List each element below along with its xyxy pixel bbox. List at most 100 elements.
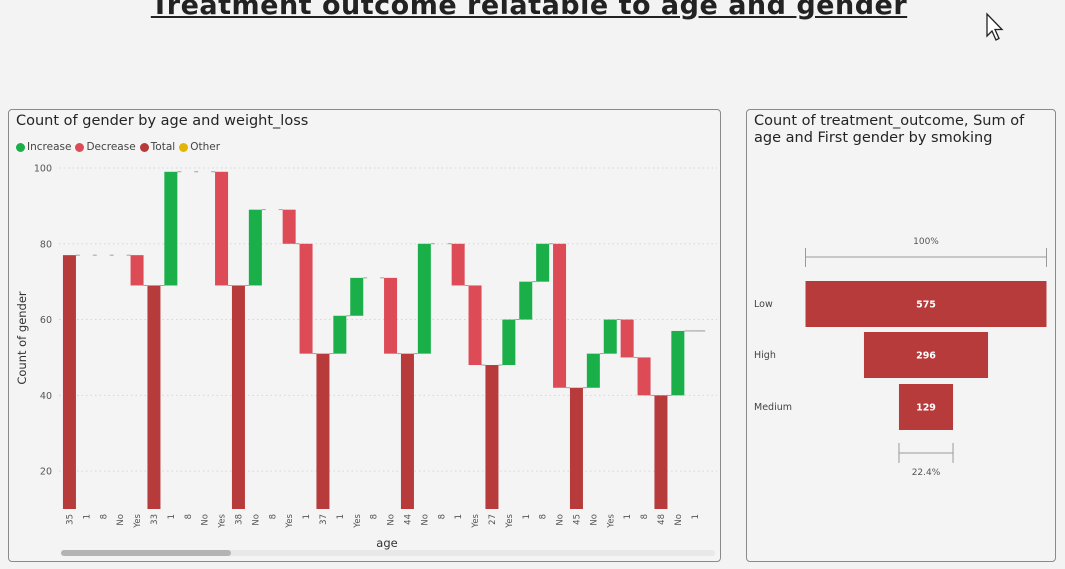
y-tick-label: 40 — [40, 391, 52, 402]
funnel-plot: 100% 575 Low 296 High 129 Medium 22.4% — [754, 237, 1047, 478]
x-tick-label: 1 — [522, 514, 532, 519]
legend-marker-total — [139, 142, 149, 152]
x-tick-label: No — [387, 514, 397, 526]
x-tick-label: 1 — [82, 514, 92, 519]
x-tick-label: 8 — [640, 514, 650, 519]
x-tick-label: No — [589, 514, 599, 526]
funnel-stage-label: High — [754, 350, 776, 361]
waterfall-bar[interactable] — [130, 255, 144, 286]
y-tick-label: 20 — [40, 467, 52, 478]
x-tick-label: No — [201, 514, 211, 526]
waterfall-bar[interactable] — [384, 277, 398, 354]
horizontal-scrollbar[interactable] — [61, 550, 715, 556]
legend-item-other[interactable]: Other — [179, 141, 220, 153]
waterfall-bar[interactable] — [333, 315, 347, 354]
legend-item-increase[interactable]: Increase — [16, 141, 71, 153]
x-tick-label: Yes — [471, 513, 481, 528]
top-percent-label: 100% — [913, 237, 939, 247]
legend-label: Total — [150, 141, 176, 153]
waterfall-bar[interactable] — [468, 285, 482, 366]
waterfall-bar[interactable] — [400, 353, 414, 509]
waterfall-bar[interactable] — [417, 243, 431, 354]
x-tick-label: 27 — [488, 514, 498, 525]
x-tick-label: 45 — [572, 514, 582, 525]
legend-label: Increase — [27, 141, 72, 153]
legend-item-total[interactable]: Total — [139, 141, 176, 153]
waterfall-bar[interactable] — [164, 171, 178, 286]
y-tick-label: 80 — [40, 239, 52, 250]
legend-label: Other — [190, 141, 221, 153]
x-tick-label: 33 — [150, 514, 160, 525]
waterfall-bar[interactable] — [299, 243, 313, 354]
x-tick-label: 8 — [184, 514, 194, 519]
waterfall-legend: Increase Decrease Total Other — [16, 141, 220, 153]
funnel-value-label: 296 — [916, 351, 936, 362]
x-tick-label: 48 — [657, 514, 667, 525]
funnel-bar[interactable] — [898, 384, 954, 430]
waterfall-bar[interactable] — [282, 209, 296, 244]
waterfall-bar[interactable] — [569, 387, 583, 509]
page-title: Treatment outcome relatable to age and g… — [150, 0, 908, 21]
legend-marker-increase — [16, 142, 25, 152]
x-tick-label: 8 — [370, 514, 380, 519]
x-tick-label: Yes — [606, 513, 616, 528]
x-tick-label: 38 — [234, 514, 244, 525]
funnel-bar[interactable] — [805, 281, 1047, 327]
waterfall-bar[interactable] — [586, 353, 600, 388]
waterfall-bar[interactable] — [248, 209, 262, 286]
x-tick-label: 1 — [167, 514, 177, 519]
x-tick-label: No — [420, 514, 430, 526]
waterfall-bar[interactable] — [147, 285, 161, 509]
funnel-value-label: 129 — [916, 403, 936, 414]
waterfall-bar[interactable] — [231, 285, 245, 509]
waterfall-bar[interactable] — [536, 243, 550, 282]
waterfall-bar[interactable] — [553, 243, 567, 388]
x-tick-label: Yes — [505, 513, 515, 528]
legend-marker-other — [179, 142, 189, 152]
pointer-arrow-icon — [986, 12, 1004, 41]
waterfall-bar[interactable] — [451, 243, 465, 286]
y-tick-label: 100 — [34, 164, 52, 175]
waterfall-plot: 20 40 60 80 100 Count of gender age 35 1 8 No Yes 33… — [15, 164, 717, 550]
x-tick-label: 35 — [65, 514, 75, 525]
x-tick-label: No — [251, 514, 261, 526]
funnel-bar[interactable] — [863, 332, 989, 378]
x-tick-label: No — [674, 514, 684, 526]
waterfall-bar[interactable] — [620, 319, 634, 358]
x-tick-label: Yes — [353, 513, 363, 528]
x-tick-label: 1 — [302, 514, 312, 519]
scrollbar-thumb[interactable] — [61, 550, 231, 556]
legend-item-decrease[interactable]: Decrease — [75, 141, 136, 153]
bottom-percent-label: 22.4% — [912, 468, 941, 478]
waterfall-bar[interactable] — [215, 171, 229, 286]
x-tick-label: 44 — [403, 514, 413, 525]
waterfall-chart-panel[interactable]: Count of gender by age and weight_loss I… — [8, 109, 721, 562]
waterfall-bar[interactable] — [485, 365, 499, 509]
x-tick-label: Yes — [133, 513, 143, 528]
x-tick-label: 1 — [691, 514, 701, 519]
waterfall-bar[interactable] — [637, 357, 651, 396]
x-tick-label: 1 — [454, 514, 464, 519]
funnel-stage-label: Medium — [754, 402, 792, 413]
x-tick-label: 8 — [268, 514, 278, 519]
waterfall-bar[interactable] — [603, 319, 617, 354]
waterfall-bar[interactable] — [654, 395, 668, 509]
legend-marker-decrease — [75, 142, 85, 152]
x-tick-label: No — [116, 514, 126, 526]
y-axis-label: Count of gender — [15, 291, 29, 385]
x-axis-label: age — [376, 536, 397, 550]
x-tick-label: Yes — [285, 513, 295, 528]
waterfall-chart-title: Count of gender by age and weight_loss — [16, 113, 309, 129]
waterfall-bar[interactable] — [671, 330, 685, 396]
waterfall-bar[interactable] — [316, 353, 330, 509]
waterfall-bar[interactable] — [502, 319, 516, 366]
funnel-stage-label: Low — [754, 299, 773, 310]
x-tick-label: 8 — [437, 514, 447, 519]
waterfall-bar[interactable] — [62, 255, 76, 509]
waterfall-bar[interactable] — [350, 277, 364, 316]
waterfall-bar[interactable] — [519, 281, 533, 320]
x-tick-label: 8 — [539, 514, 549, 519]
x-tick-label: 1 — [623, 514, 633, 519]
funnel-chart-panel[interactable]: Count of treatment_outcome, Sum of age a… — [746, 109, 1056, 562]
legend-label: Decrease — [86, 141, 136, 153]
